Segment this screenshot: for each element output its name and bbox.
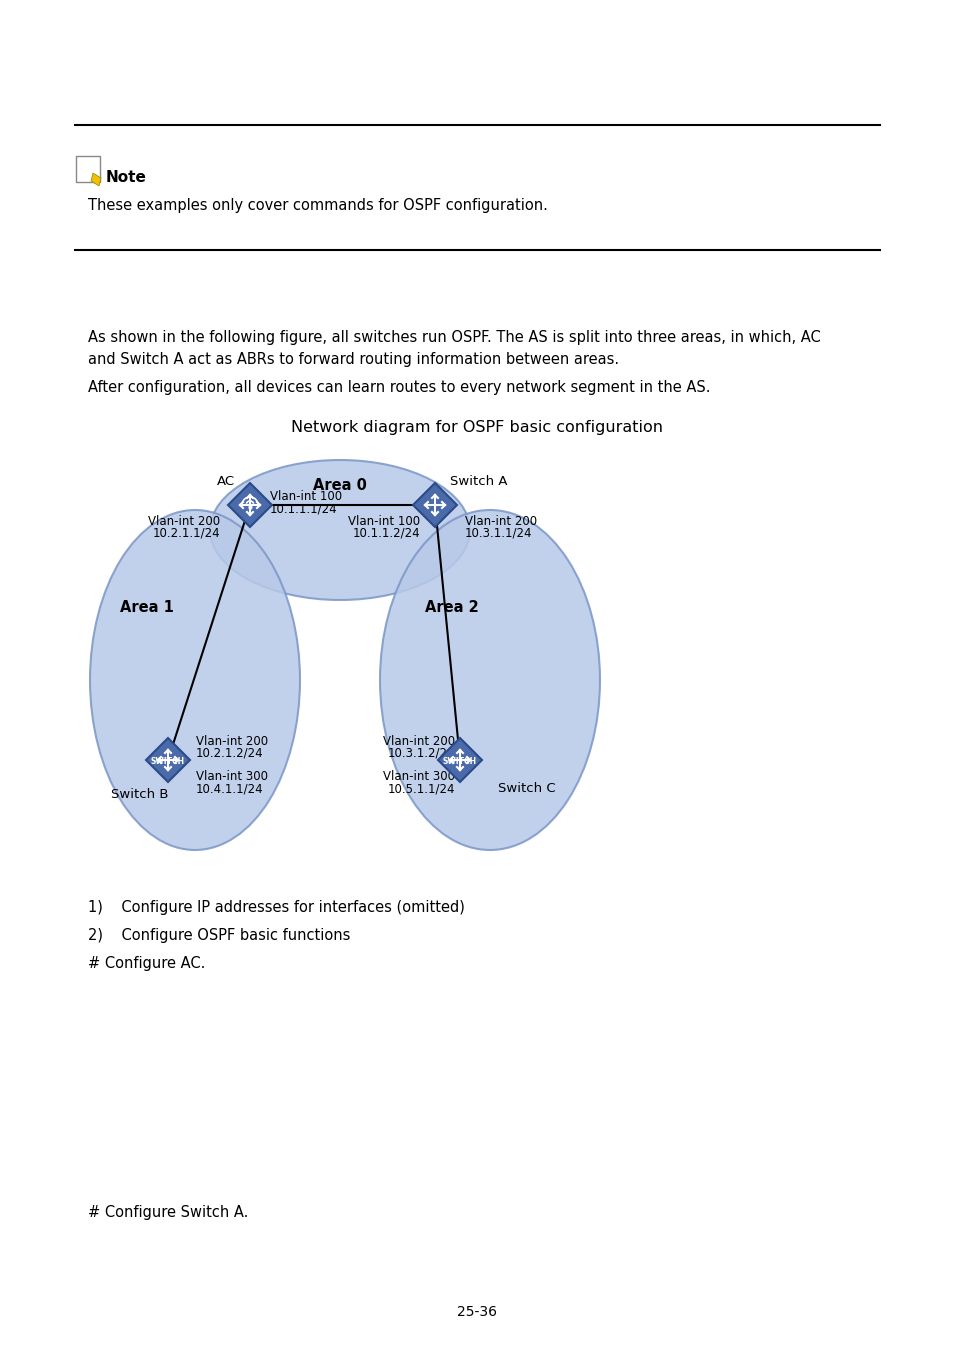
Text: These examples only cover commands for OSPF configuration.: These examples only cover commands for O… xyxy=(88,198,547,213)
Text: SWITCH: SWITCH xyxy=(151,757,185,767)
Text: Vlan-int 300: Vlan-int 300 xyxy=(195,769,268,783)
Text: # Configure AC.: # Configure AC. xyxy=(88,956,205,971)
Text: Switch A: Switch A xyxy=(450,475,507,487)
Text: Switch B: Switch B xyxy=(112,788,169,801)
Text: and Switch A act as ABRs to forward routing information between areas.: and Switch A act as ABRs to forward rout… xyxy=(88,352,618,367)
Text: Vlan-int 200: Vlan-int 200 xyxy=(195,734,268,748)
Text: Area 2: Area 2 xyxy=(424,599,478,616)
Text: Vlan-int 100: Vlan-int 100 xyxy=(348,514,419,528)
Text: SWITCH: SWITCH xyxy=(442,757,476,767)
Text: Area 0: Area 0 xyxy=(313,478,367,493)
Polygon shape xyxy=(91,173,101,186)
Text: 25-36: 25-36 xyxy=(456,1305,497,1319)
Text: Note: Note xyxy=(106,170,147,185)
Text: Vlan-int 300: Vlan-int 300 xyxy=(382,769,455,783)
Text: After configuration, all devices can learn routes to every network segment in th: After configuration, all devices can lea… xyxy=(88,379,710,396)
Text: AC: AC xyxy=(216,475,234,487)
Text: Vlan-int 200: Vlan-int 200 xyxy=(382,734,455,748)
Text: 10.2.1.2/24: 10.2.1.2/24 xyxy=(195,747,263,760)
Text: Area 1: Area 1 xyxy=(120,599,173,616)
Text: 10.4.1.1/24: 10.4.1.1/24 xyxy=(195,782,263,795)
Text: # Configure Switch A.: # Configure Switch A. xyxy=(88,1206,248,1220)
Text: Switch C: Switch C xyxy=(497,782,555,795)
Polygon shape xyxy=(437,738,481,782)
Text: Vlan-int 200: Vlan-int 200 xyxy=(464,514,537,528)
Ellipse shape xyxy=(379,510,599,850)
Text: 10.5.1.1/24: 10.5.1.1/24 xyxy=(387,782,455,795)
Text: Vlan-int 100: Vlan-int 100 xyxy=(270,490,342,504)
Text: 10.1.1.1/24: 10.1.1.1/24 xyxy=(270,502,337,514)
Polygon shape xyxy=(146,738,190,782)
Polygon shape xyxy=(413,483,456,526)
Text: 1)    Configure IP addresses for interfaces (omitted): 1) Configure IP addresses for interfaces… xyxy=(88,900,464,915)
Text: 10.2.1.1/24: 10.2.1.1/24 xyxy=(152,526,220,540)
Text: Network diagram for OSPF basic configuration: Network diagram for OSPF basic configura… xyxy=(291,420,662,435)
Text: As shown in the following figure, all switches run OSPF. The AS is split into th: As shown in the following figure, all sw… xyxy=(88,329,820,346)
Text: 10.3.1.2/24: 10.3.1.2/24 xyxy=(387,747,455,760)
Text: 2)    Configure OSPF basic functions: 2) Configure OSPF basic functions xyxy=(88,927,350,944)
Text: 10.3.1.1/24: 10.3.1.1/24 xyxy=(464,526,532,540)
Ellipse shape xyxy=(210,460,470,599)
Text: Vlan-int 200: Vlan-int 200 xyxy=(148,514,220,528)
Polygon shape xyxy=(228,483,272,526)
Text: 10.1.1.2/24: 10.1.1.2/24 xyxy=(352,526,419,540)
Ellipse shape xyxy=(90,510,299,850)
FancyBboxPatch shape xyxy=(76,157,100,182)
